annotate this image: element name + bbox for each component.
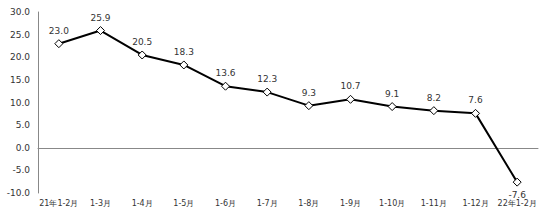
svg-text:20.0: 20.0 — [10, 52, 30, 62]
svg-text:9.1: 9.1 — [385, 89, 399, 99]
svg-text:1-12月: 1-12月 — [462, 199, 488, 208]
svg-text:22年1-2月: 22年1-2月 — [497, 198, 537, 208]
svg-text:10.7: 10.7 — [340, 81, 360, 91]
svg-text:18.3: 18.3 — [174, 47, 194, 57]
svg-text:0.0: 0.0 — [16, 143, 31, 153]
svg-text:1-11月: 1-11月 — [421, 199, 447, 208]
svg-text:1-5月: 1-5月 — [173, 199, 194, 208]
svg-text:12.3: 12.3 — [257, 74, 277, 84]
svg-text:25.0: 25.0 — [10, 30, 30, 40]
svg-text:7.6: 7.6 — [468, 95, 483, 105]
svg-text:1-6月: 1-6月 — [215, 199, 236, 208]
svg-text:30.0: 30.0 — [10, 7, 30, 17]
svg-text:-5.0: -5.0 — [12, 165, 30, 175]
svg-text:1-3月: 1-3月 — [90, 199, 111, 208]
svg-text:8.2: 8.2 — [427, 93, 441, 103]
svg-text:20.5: 20.5 — [132, 37, 152, 47]
svg-text:21年1-2月: 21年1-2月 — [39, 199, 78, 208]
svg-text:10.0: 10.0 — [10, 98, 30, 108]
svg-text:-7.6: -7.6 — [508, 190, 526, 200]
svg-text:1-9月: 1-9月 — [340, 199, 361, 208]
svg-text:15.0: 15.0 — [10, 75, 30, 85]
svg-text:1-7月: 1-7月 — [257, 199, 278, 208]
svg-text:25.9: 25.9 — [90, 13, 110, 23]
svg-text:9.3: 9.3 — [302, 88, 316, 98]
svg-text:13.6: 13.6 — [215, 68, 235, 78]
svg-text:1-4月: 1-4月 — [132, 199, 153, 208]
svg-text:1-8月: 1-8月 — [298, 199, 319, 208]
svg-text:1-10月: 1-10月 — [379, 199, 405, 208]
svg-text:23.0: 23.0 — [49, 26, 69, 36]
svg-text:5.0: 5.0 — [16, 120, 31, 130]
svg-text:-10.0: -10.0 — [7, 188, 31, 198]
